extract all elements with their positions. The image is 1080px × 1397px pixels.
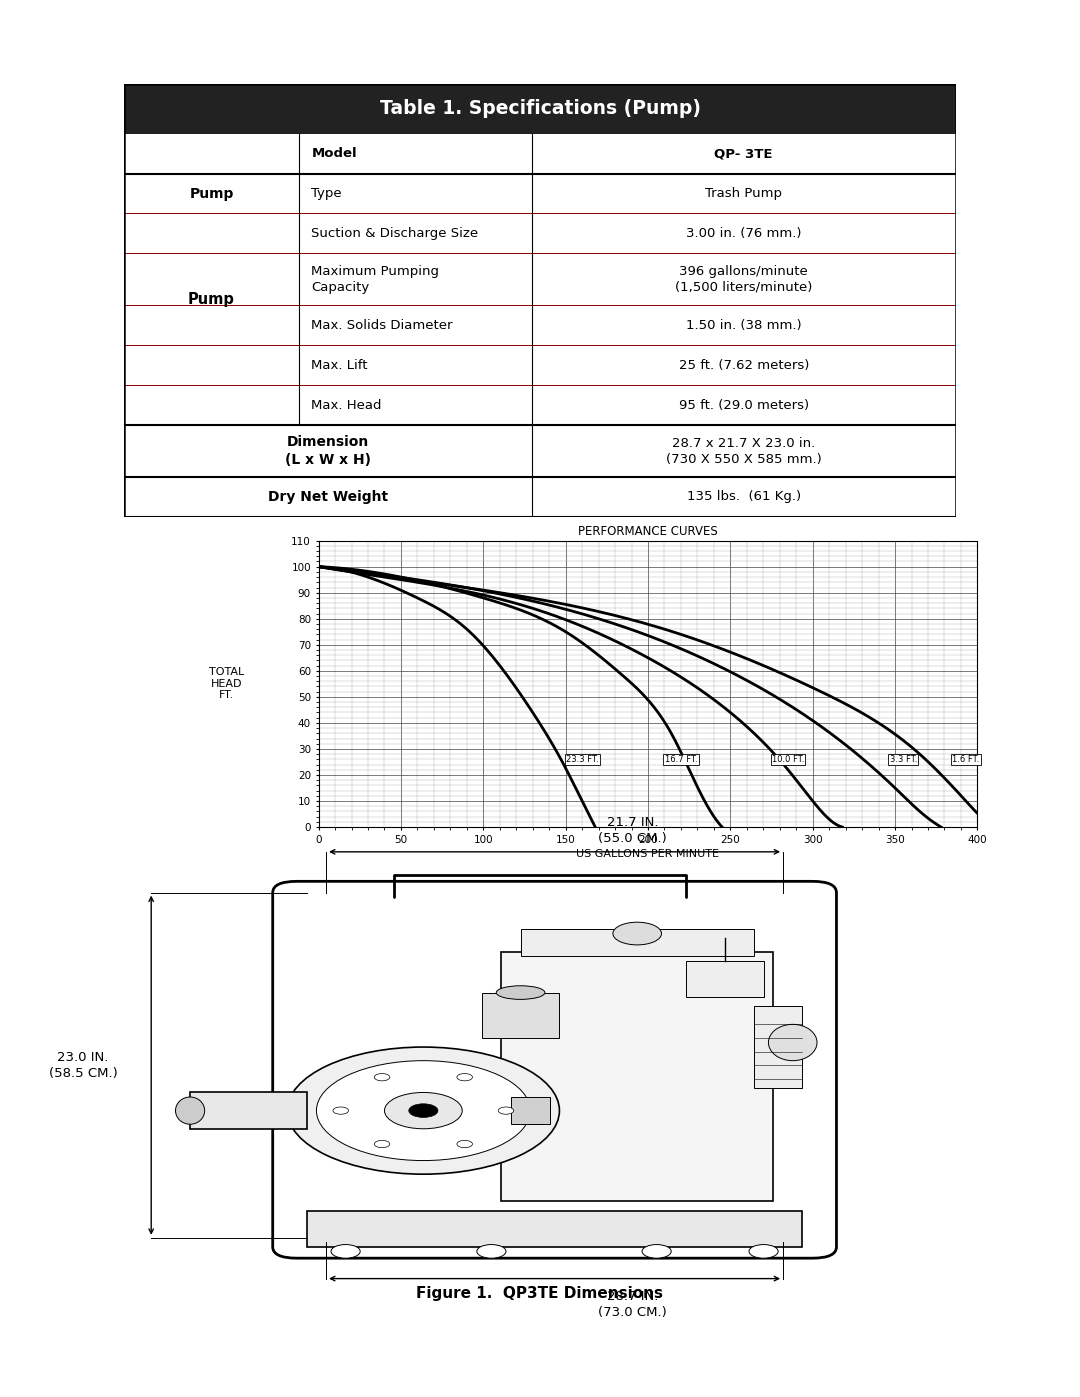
Bar xyxy=(686,961,764,997)
Circle shape xyxy=(750,1245,779,1259)
Text: PAGE 10 — QP3TE  TRASH PUMP — OPERATION AND PARTS MANUAL — REV. #4  (11/15/10): PAGE 10 — QP3TE TRASH PUMP — OPERATION A… xyxy=(241,1348,839,1362)
Circle shape xyxy=(333,1106,349,1115)
Bar xyxy=(501,951,773,1201)
Text: 95 ft. (29.0 meters): 95 ft. (29.0 meters) xyxy=(678,398,809,412)
Bar xyxy=(482,992,559,1038)
Text: 3.3 FT.: 3.3 FT. xyxy=(890,754,917,764)
Bar xyxy=(124,173,299,425)
Text: TOTAL
HEAD
FT.: TOTAL HEAD FT. xyxy=(210,668,244,700)
Text: 28.7 IN.
(73.0 CM.): 28.7 IN. (73.0 CM.) xyxy=(598,1289,666,1319)
Text: 1.6 FT.: 1.6 FT. xyxy=(953,754,980,764)
Circle shape xyxy=(316,1060,530,1161)
Text: Figure 1.  QP3TE Dimensions: Figure 1. QP3TE Dimensions xyxy=(417,1287,663,1301)
Text: 135 lbs.  (61 Kg.): 135 lbs. (61 Kg.) xyxy=(687,490,800,503)
Text: Max. Solids Diameter: Max. Solids Diameter xyxy=(311,319,453,331)
Circle shape xyxy=(330,1245,361,1259)
Text: Pump: Pump xyxy=(188,292,235,307)
Text: Table 1. Specifications (Pump): Table 1. Specifications (Pump) xyxy=(379,99,701,119)
Title: PERFORMANCE CURVES: PERFORMANCE CURVES xyxy=(578,525,718,538)
Text: 3.00 in. (76 mm.): 3.00 in. (76 mm.) xyxy=(686,226,801,240)
Text: Pump: Pump xyxy=(189,187,233,201)
Ellipse shape xyxy=(175,1097,205,1125)
Bar xyxy=(754,1006,802,1088)
Ellipse shape xyxy=(497,986,545,999)
Text: 23.0 IN.
(58.5 CM.): 23.0 IN. (58.5 CM.) xyxy=(49,1051,118,1080)
Bar xyxy=(190,1092,307,1129)
Text: 23.3 FT.: 23.3 FT. xyxy=(566,754,598,764)
Circle shape xyxy=(457,1140,472,1148)
Bar xyxy=(521,929,754,956)
Text: 21.7 IN.
(55.0 CM.): 21.7 IN. (55.0 CM.) xyxy=(598,816,666,845)
Text: QP3TE  —SPECIFICATIONS/DIMENSIONS (PUMP): QP3TE —SPECIFICATIONS/DIMENSIONS (PUMP) xyxy=(244,27,836,46)
X-axis label: US GALLONS PER MINUTE: US GALLONS PER MINUTE xyxy=(577,849,719,859)
Circle shape xyxy=(287,1048,559,1173)
Text: Suction & Discharge Size: Suction & Discharge Size xyxy=(311,226,478,240)
Circle shape xyxy=(498,1106,514,1115)
Circle shape xyxy=(384,1092,462,1129)
Circle shape xyxy=(457,1073,472,1081)
Circle shape xyxy=(375,1140,390,1148)
Text: 28.7 x 21.7 X 23.0 in.
(730 X 550 X 585 mm.): 28.7 x 21.7 X 23.0 in. (730 X 550 X 585 … xyxy=(666,436,822,465)
Circle shape xyxy=(613,922,661,944)
Bar xyxy=(124,84,956,134)
Ellipse shape xyxy=(769,1024,818,1060)
Text: Dimension
(L x W x H): Dimension (L x W x H) xyxy=(285,434,370,467)
Text: QP- 3TE: QP- 3TE xyxy=(715,147,773,161)
Text: Maximum Pumping
Capacity: Maximum Pumping Capacity xyxy=(311,265,440,293)
Text: MQ: MQ xyxy=(414,1105,433,1116)
Text: 16.7 FT.: 16.7 FT. xyxy=(664,754,698,764)
Circle shape xyxy=(642,1245,672,1259)
Text: Dry Net Weight: Dry Net Weight xyxy=(268,490,388,504)
Text: 10.0 FT.: 10.0 FT. xyxy=(772,754,805,764)
Text: Model: Model xyxy=(311,147,356,161)
Bar xyxy=(511,1097,550,1125)
Bar xyxy=(307,1210,802,1246)
Text: 396 gallons/minute
(1,500 liters/minute): 396 gallons/minute (1,500 liters/minute) xyxy=(675,265,812,293)
Text: Trash Pump: Trash Pump xyxy=(705,187,782,200)
Circle shape xyxy=(477,1245,505,1259)
Text: 25 ft. (7.62 meters): 25 ft. (7.62 meters) xyxy=(678,359,809,372)
Text: Max. Head: Max. Head xyxy=(311,398,382,412)
Circle shape xyxy=(375,1073,390,1081)
FancyBboxPatch shape xyxy=(273,882,837,1259)
Circle shape xyxy=(408,1104,438,1118)
Text: 1.50 in. (38 mm.): 1.50 in. (38 mm.) xyxy=(686,319,801,331)
Text: Max. Lift: Max. Lift xyxy=(311,359,368,372)
Text: Type: Type xyxy=(311,187,342,200)
